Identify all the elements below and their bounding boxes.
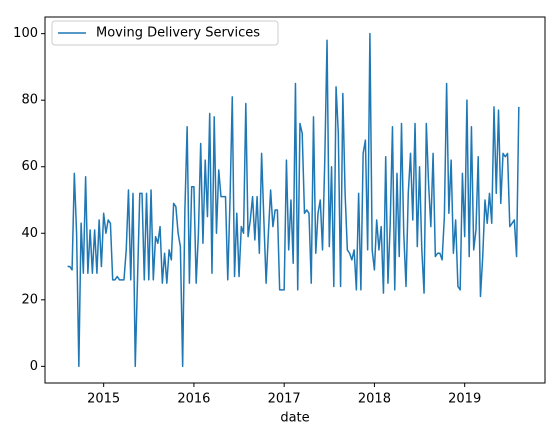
series-line <box>67 32 520 368</box>
x-tick-label: 2016 <box>177 392 210 407</box>
y-tick-label: 80 <box>21 93 38 108</box>
x-tick-label: 2015 <box>87 392 120 407</box>
x-tick-label: 2017 <box>268 392 301 407</box>
legend-box <box>51 20 279 46</box>
y-tick-label: 20 <box>21 292 38 307</box>
y-tick-label: 100 <box>13 26 38 41</box>
y-tick-label: 0 <box>30 359 38 374</box>
y-tick-label: 40 <box>21 226 38 241</box>
legend-label: Moving Delivery Services <box>96 26 260 41</box>
y-tick-label: 60 <box>21 159 38 174</box>
x-tick-label: 2018 <box>358 392 391 407</box>
x-axis-label: date <box>280 411 309 426</box>
x-tick-label: 2019 <box>448 392 481 407</box>
plot-frame <box>44 16 546 384</box>
